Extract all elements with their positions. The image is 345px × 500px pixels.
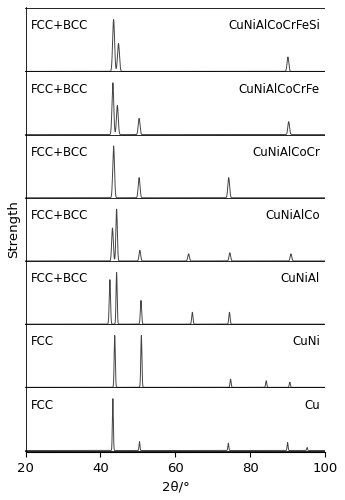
- Y-axis label: Strength: Strength: [7, 200, 20, 258]
- Text: CuNiAlCoCrFeSi: CuNiAlCoCrFeSi: [228, 20, 320, 32]
- Text: CuNi: CuNi: [292, 336, 320, 348]
- X-axis label: 2θ/°: 2θ/°: [161, 480, 189, 493]
- Text: CuNiAlCoCrFe: CuNiAlCoCrFe: [239, 82, 320, 96]
- Text: FCC+BCC: FCC+BCC: [31, 209, 89, 222]
- Text: FCC: FCC: [31, 398, 54, 411]
- Text: FCC+BCC: FCC+BCC: [31, 146, 89, 159]
- Text: CuNiAlCoCr: CuNiAlCoCr: [252, 146, 320, 159]
- Text: CuNiAlCo: CuNiAlCo: [265, 209, 320, 222]
- Text: FCC+BCC: FCC+BCC: [31, 272, 89, 285]
- Text: FCC+BCC: FCC+BCC: [31, 82, 89, 96]
- Text: FCC: FCC: [31, 336, 54, 348]
- Text: Cu: Cu: [304, 398, 320, 411]
- Text: FCC+BCC: FCC+BCC: [31, 20, 89, 32]
- Text: CuNiAl: CuNiAl: [280, 272, 320, 285]
